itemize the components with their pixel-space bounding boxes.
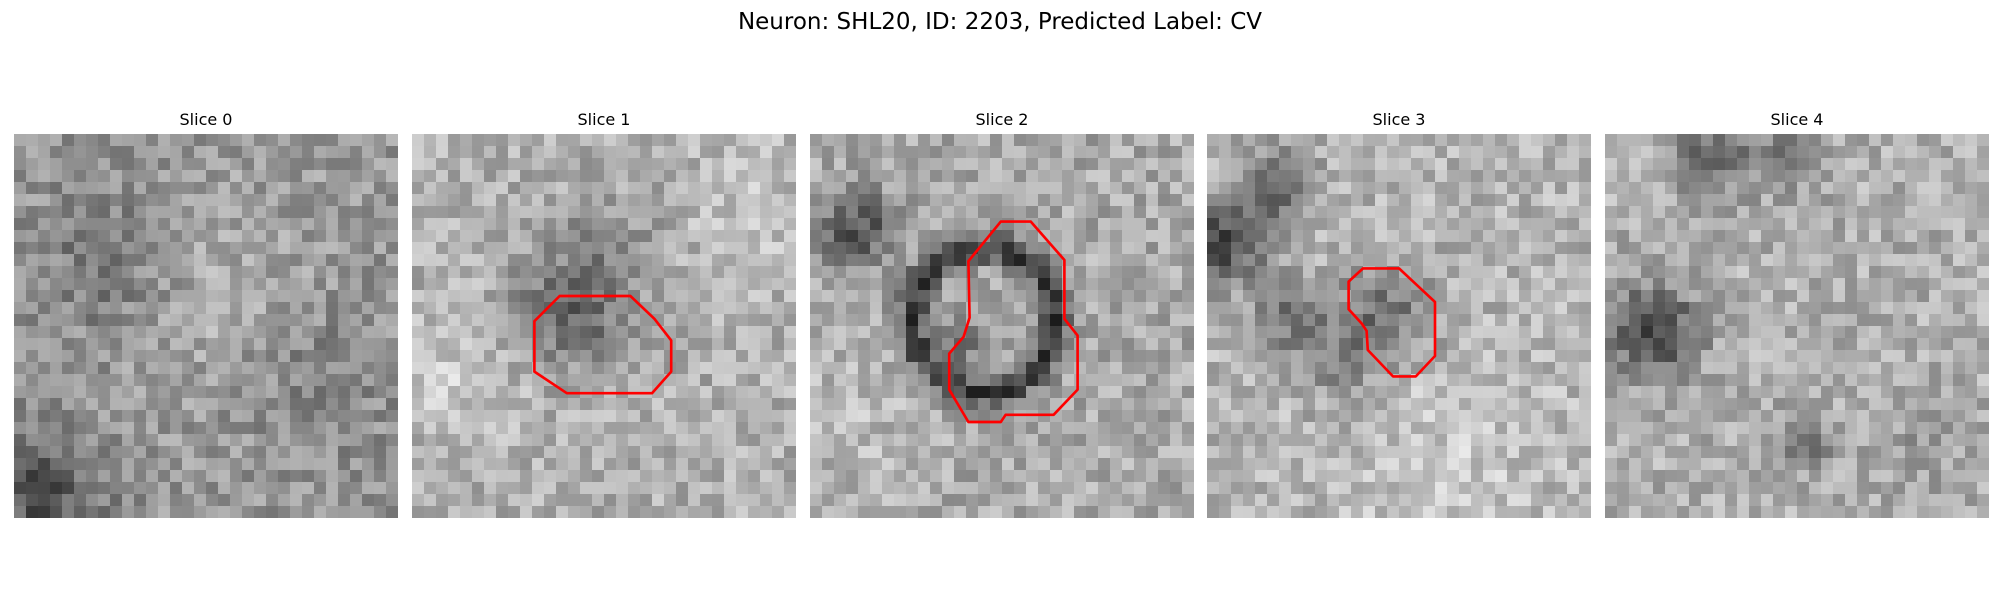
slice-image-3 xyxy=(1207,134,1591,518)
slice-image-4 xyxy=(1605,134,1989,518)
roi-contour xyxy=(947,220,1079,424)
slice-title-1: Slice 1 xyxy=(577,110,631,129)
slice-image-1 xyxy=(412,134,796,518)
roi-contour xyxy=(1347,267,1437,378)
slice-title-0: Slice 0 xyxy=(179,110,233,129)
slice-image-0 xyxy=(14,134,398,518)
roi-contour xyxy=(533,294,673,395)
slice-title-3: Slice 3 xyxy=(1372,110,1426,129)
slice-title-2: Slice 2 xyxy=(975,110,1029,129)
slice-title-4: Slice 4 xyxy=(1770,110,1824,129)
figure-title: Neuron: SHL20, ID: 2203, Predicted Label… xyxy=(737,9,1263,35)
slice-image-2 xyxy=(810,134,1194,518)
